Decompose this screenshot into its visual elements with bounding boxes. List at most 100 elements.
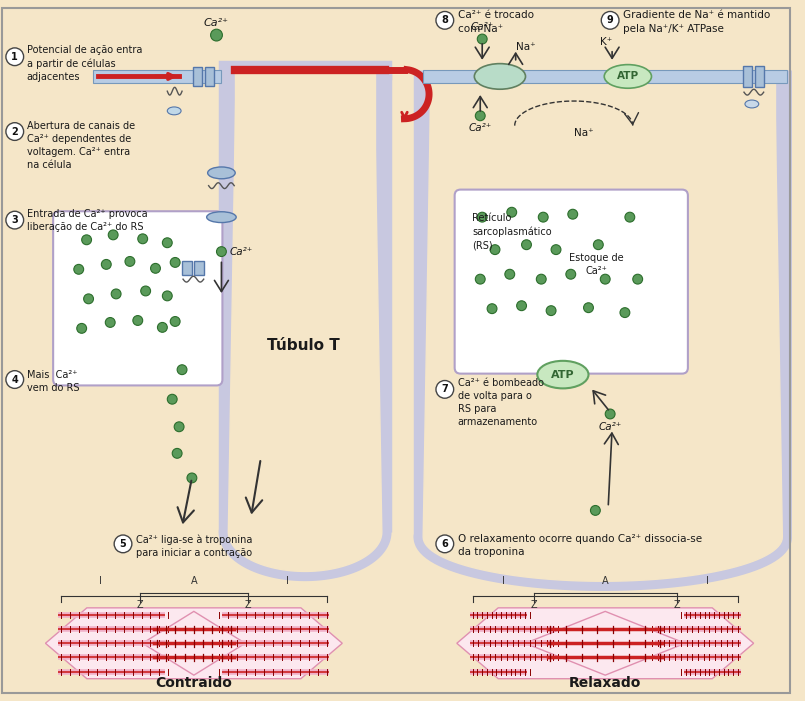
Circle shape — [620, 308, 630, 318]
Bar — [194, 261, 204, 275]
Text: I: I — [706, 576, 708, 586]
Circle shape — [551, 245, 561, 254]
Text: Ca²⁺ é bombeado
de volta para o
RS para
armazenamento: Ca²⁺ é bombeado de volta para o RS para … — [457, 378, 543, 427]
Circle shape — [138, 234, 147, 244]
Polygon shape — [423, 69, 782, 581]
Circle shape — [74, 264, 84, 274]
Text: Ca²⁺ liga-se à troponina
para iniciar a contração: Ca²⁺ liga-se à troponina para iniciar a … — [136, 534, 252, 558]
Text: Mais  Ca²⁺
vem do RS: Mais Ca²⁺ vem do RS — [27, 369, 79, 393]
Text: 6: 6 — [441, 539, 448, 549]
Circle shape — [490, 245, 500, 254]
Circle shape — [475, 111, 485, 121]
Text: Z: Z — [673, 600, 680, 610]
Circle shape — [170, 257, 180, 267]
Circle shape — [167, 394, 177, 404]
Text: Na⁺: Na⁺ — [516, 42, 535, 52]
Text: 8: 8 — [441, 15, 448, 25]
Polygon shape — [142, 611, 246, 675]
Circle shape — [141, 286, 151, 296]
Text: Potencial de ação entra
a partir de células
adjacentes: Potencial de ação entra a partir de célu… — [27, 45, 142, 82]
Circle shape — [601, 11, 619, 29]
Circle shape — [568, 210, 578, 219]
Circle shape — [105, 318, 115, 327]
Text: Z: Z — [245, 600, 251, 610]
Text: 9: 9 — [607, 15, 613, 25]
Bar — [193, 67, 202, 86]
Circle shape — [536, 274, 546, 284]
Bar — [204, 67, 213, 86]
Circle shape — [81, 235, 92, 245]
Circle shape — [125, 257, 134, 266]
Text: 3: 3 — [11, 215, 19, 225]
Text: O relaxamento ocorre quando Ca²⁺ dissocia-se
da troponina: O relaxamento ocorre quando Ca²⁺ dissoci… — [457, 534, 702, 557]
Circle shape — [6, 211, 23, 229]
Ellipse shape — [167, 107, 181, 115]
FancyBboxPatch shape — [455, 189, 688, 374]
Circle shape — [108, 230, 118, 240]
Text: Ca²⁺: Ca²⁺ — [469, 123, 492, 132]
Circle shape — [436, 11, 454, 29]
Circle shape — [84, 294, 93, 304]
Text: Estoque de
Ca²⁺: Estoque de Ca²⁺ — [569, 252, 624, 275]
Text: Ca²⁺: Ca²⁺ — [204, 18, 229, 28]
Text: A: A — [191, 576, 197, 586]
Circle shape — [6, 48, 23, 66]
Circle shape — [517, 301, 526, 311]
Text: Gradiente de Na⁺ é mantido
pela Na⁺/K⁺ ATPase: Gradiente de Na⁺ é mantido pela Na⁺/K⁺ A… — [623, 11, 770, 34]
Circle shape — [633, 274, 642, 284]
Circle shape — [187, 473, 196, 483]
Circle shape — [605, 409, 615, 419]
Circle shape — [177, 365, 187, 374]
Circle shape — [172, 449, 182, 458]
Polygon shape — [45, 608, 342, 679]
Circle shape — [158, 322, 167, 332]
Text: Z: Z — [530, 600, 537, 610]
Text: Relaxado: Relaxado — [569, 676, 642, 690]
Text: K⁺: K⁺ — [600, 37, 613, 47]
Circle shape — [522, 240, 531, 250]
Circle shape — [590, 505, 601, 515]
Ellipse shape — [745, 100, 759, 108]
Polygon shape — [526, 611, 685, 675]
Text: Contraido: Contraido — [155, 676, 233, 690]
Circle shape — [625, 212, 635, 222]
Text: 2: 2 — [11, 127, 19, 137]
Circle shape — [174, 422, 184, 432]
Circle shape — [217, 247, 226, 257]
Text: A: A — [602, 576, 609, 586]
Circle shape — [487, 304, 497, 313]
Bar — [182, 261, 192, 275]
Text: I: I — [502, 576, 505, 586]
Ellipse shape — [537, 361, 588, 388]
Circle shape — [593, 240, 603, 250]
Circle shape — [475, 274, 485, 284]
FancyBboxPatch shape — [53, 211, 222, 386]
Text: Ca²⁺: Ca²⁺ — [599, 422, 621, 432]
Circle shape — [133, 315, 142, 325]
Circle shape — [436, 535, 454, 552]
Text: ATP: ATP — [551, 369, 575, 380]
Circle shape — [101, 259, 111, 269]
Text: I: I — [286, 576, 289, 586]
Circle shape — [151, 264, 160, 273]
Circle shape — [505, 269, 514, 279]
Text: Túbulo T: Túbulo T — [266, 338, 340, 353]
Text: Z: Z — [136, 600, 143, 610]
Circle shape — [6, 123, 23, 140]
Text: 5: 5 — [120, 539, 126, 549]
Text: Abertura de canais de
Ca²⁺ dependentes de
voltagem. Ca²⁺ entra
na célula: Abertura de canais de Ca²⁺ dependentes d… — [27, 121, 134, 170]
Text: Ca²⁺ é trocado
com Na⁺: Ca²⁺ é trocado com Na⁺ — [457, 11, 534, 34]
Text: 1: 1 — [11, 52, 19, 62]
Bar — [755, 66, 764, 87]
Text: 4: 4 — [11, 374, 19, 385]
Circle shape — [436, 381, 454, 398]
Bar — [423, 69, 787, 83]
Circle shape — [477, 34, 487, 44]
Circle shape — [601, 274, 610, 284]
Circle shape — [584, 303, 593, 313]
Circle shape — [6, 371, 23, 388]
Circle shape — [111, 289, 121, 299]
Circle shape — [163, 238, 172, 247]
Ellipse shape — [207, 212, 236, 222]
Polygon shape — [229, 69, 382, 571]
